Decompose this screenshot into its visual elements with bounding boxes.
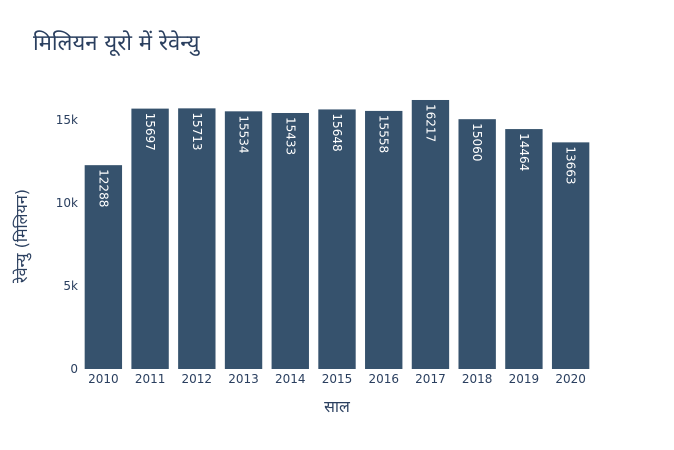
bar[interactable] [458,119,496,369]
bar[interactable] [131,108,169,369]
bar[interactable] [318,109,356,369]
bar[interactable] [271,112,309,369]
x-tick-label: 2014 [275,372,306,386]
y-axis-title: रेवेन्यु (मिलियन) [12,189,32,283]
y-tick-label: 10k [56,196,78,210]
x-tick-label: 2020 [555,372,586,386]
x-tick-label: 2010 [88,372,119,386]
x-axis-ticks: 2010 2011 2012 2013 2014 2015 2016 2017 2018 2019… [88,372,586,386]
x-tick-label: 2011 [135,372,166,386]
bar-value-label: 16217 [423,104,437,142]
bar[interactable] [365,110,403,370]
bar-value-label: 15534 [237,115,251,153]
bar[interactable] [411,99,450,369]
bar-value-label: 12288 [96,169,110,207]
bar-value-label: 14464 [517,133,531,171]
bar[interactable] [551,142,590,369]
bar[interactable] [178,108,216,369]
bar-value-label: 15697 [143,113,157,151]
x-axis-title: साल [324,397,351,416]
bar-value-label: 15433 [283,117,297,155]
y-tick-label: 0 [70,362,78,376]
x-tick-label: 2015 [322,372,353,386]
x-tick-label: 2012 [182,372,213,386]
bar[interactable] [505,129,543,369]
x-tick-label: 2018 [462,372,493,386]
x-tick-label: 2016 [368,372,399,386]
y-axis-ticks: 0 5k 10k 15k [56,113,78,376]
bar[interactable] [84,165,123,369]
bars: 12288 15697 15713 15534 15433 15648 15558 16217… [84,99,590,370]
y-tick-label: 5k [63,279,78,293]
y-tick-label: 15k [56,113,78,127]
bar-value-label: 15713 [190,112,204,150]
chart-title: मिलियन यूरो में रेवेन्यु [33,30,201,57]
x-tick-label: 2013 [228,372,259,386]
x-tick-label: 2017 [415,372,446,386]
bar-value-label: 15648 [330,113,344,151]
bar-value-label: 13663 [564,146,578,184]
x-tick-label: 2019 [509,372,540,386]
bar-value-label: 15558 [377,115,391,153]
bar-value-label: 15060 [470,123,484,161]
bar[interactable] [224,111,263,369]
